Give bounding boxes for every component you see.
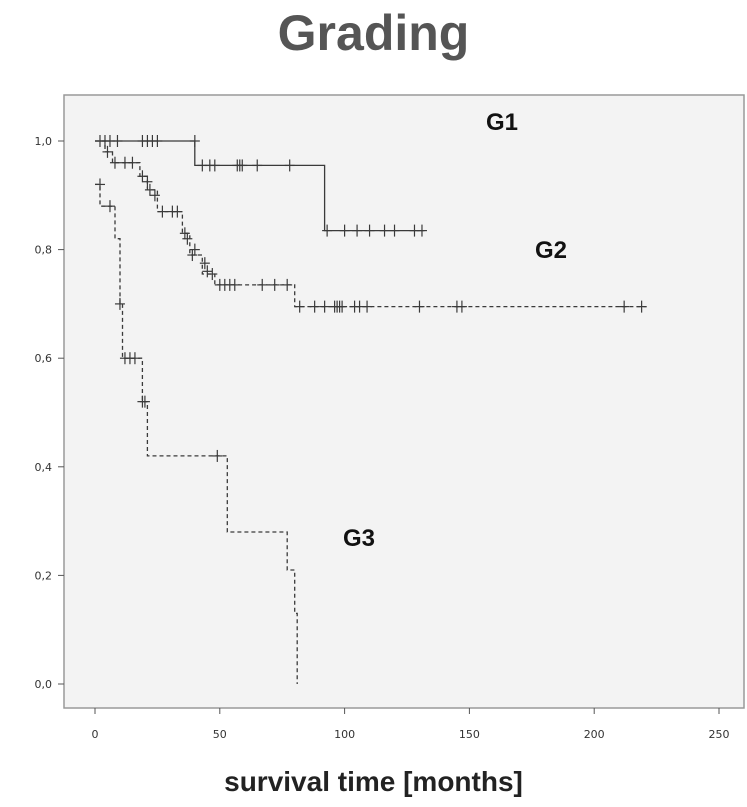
censor-mark-g1 [379,224,390,237]
censor-mark-g2 [362,300,373,313]
x-tick-label: 150 [459,728,480,741]
censor-mark-g2 [269,278,280,291]
y-tick-label: 0,8 [35,244,53,257]
censor-mark-g3 [104,200,115,213]
label-g3: G3 [343,525,375,552]
censor-mark-g3 [139,395,150,408]
x-tick-label: 0 [92,728,99,741]
censor-mark-g2 [309,300,320,313]
y-tick-label: 1,0 [35,135,53,148]
censor-mark-g2 [157,205,168,218]
censor-mark-g2 [179,227,190,240]
censor-mark-g2 [144,183,155,196]
censor-mark-g2 [294,300,305,313]
series-g3-line [95,183,298,684]
censor-mark-g3 [212,449,223,462]
censor-mark-g2 [182,232,193,245]
censor-layer [94,135,647,462]
censor-mark-g1 [389,224,400,237]
censor-mark-g2 [142,175,153,188]
censor-mark-g1 [189,135,200,147]
x-axis: 0 50 100 150 200 250 [92,708,730,741]
censor-mark-g2 [229,278,240,291]
censor-mark-g2 [199,257,210,270]
censor-mark-g2 [172,205,183,218]
censor-mark-g2 [456,300,467,313]
censor-mark-g2 [202,265,213,278]
x-axis-title: survival time [months] [224,766,523,797]
label-g2: G2 [535,237,567,264]
censor-mark-g2 [127,156,138,169]
censor-mark-g2 [187,249,198,262]
censor-mark-g2 [149,189,160,202]
chart-title: Grading [277,5,470,61]
label-g1: G1 [486,109,518,136]
y-tick-label: 0,0 [35,678,53,691]
censor-mark-g2 [636,300,647,313]
censor-mark-g2 [257,278,268,291]
censor-mark-g3 [129,352,140,365]
censor-mark-g1 [416,224,427,237]
censor-mark-g2 [207,268,218,281]
censor-mark-g2 [109,156,120,169]
censor-mark-g1 [152,135,163,147]
censor-mark-g2 [189,243,200,256]
censor-mark-g1 [237,159,248,172]
plot-area [63,94,745,709]
censor-mark-g2 [619,300,630,313]
censor-mark-g3 [94,178,105,191]
censor-mark-g2 [319,300,330,313]
censor-mark-g1 [339,224,350,237]
x-tick-label: 50 [213,728,227,741]
x-tick-label: 200 [584,728,605,741]
censor-mark-g2 [337,300,348,313]
censor-mark-g1 [209,159,220,172]
y-tick-label: 0,4 [35,461,53,474]
censor-mark-g1 [284,159,295,172]
censor-mark-g1 [322,224,333,237]
y-tick-label: 0,2 [35,569,53,582]
censor-mark-g2 [282,278,293,291]
censor-mark-g2 [102,145,113,158]
censor-mark-g1 [352,224,363,237]
censor-mark-g2 [414,300,425,313]
x-tick-label: 100 [334,728,355,741]
censor-mark-g1 [112,135,123,147]
censor-mark-g1 [364,224,375,237]
censor-mark-g3 [114,297,125,310]
censor-mark-g1 [252,159,263,172]
x-tick-label: 250 [709,728,730,741]
y-axis: 0,0 0,2 0,4 0,6 0,8 1,0 [35,135,64,691]
y-tick-label: 0,6 [35,352,53,365]
censor-mark-g2 [137,170,148,183]
